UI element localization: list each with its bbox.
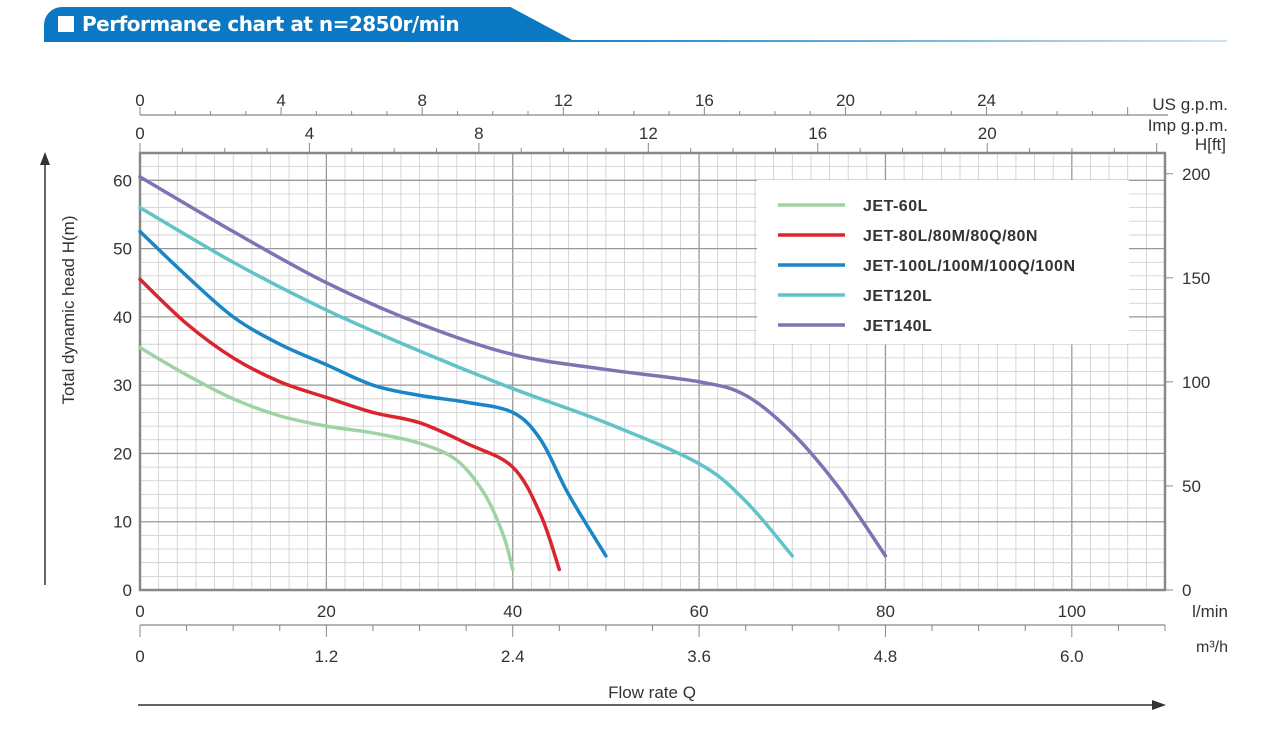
x-tick-label: 0 [135,602,144,621]
imp-gpm-tick-label: 8 [474,124,483,143]
m3h-tick-label: 4.8 [874,647,898,666]
us-gpm-tick-label: 4 [276,91,285,110]
x-unit-label: l/min [1192,602,1228,621]
ft-tick-label: 100 [1182,373,1210,392]
series-line-jet-100l-100m-100q-100n [138,229,608,558]
legend-label: JET-80L/80M/80Q/80N [863,228,1038,245]
header-rule [44,40,1227,42]
x-tick-label: 80 [876,602,895,621]
ft-tick-label: 0 [1182,581,1191,600]
m3h-tick-label: 2.4 [501,647,525,666]
arrow-right-icon [1152,700,1166,710]
us-gpm-tick-label: 0 [135,91,144,110]
series-line-jet-60l [138,345,515,572]
legend-label: JET-100L/100M/100Q/100N [863,258,1076,275]
us-gpm-tick-label: 8 [417,91,426,110]
arrow-up-icon [40,152,50,165]
legend-label: JET140L [863,318,932,335]
us-gpm-tick-label: 20 [836,91,855,110]
header-title: Performance chart at n=2850r/min [58,12,460,36]
ft-tick-label: 200 [1182,165,1210,184]
y-axis-label: Total dynamic head H(m) [59,216,78,405]
imp-gpm-tick-label: 20 [978,124,997,143]
series-line-jet-80l-80m-80q-80n [138,277,562,572]
y-tick-label: 60 [113,171,132,190]
x-tick-label: 20 [317,602,336,621]
us-gpm-tick-label: 12 [554,91,573,110]
us-gpm-unit-label: US g.p.m. [1152,95,1228,114]
series-line-jet140l [138,175,888,558]
imp-gpm-tick-label: 16 [808,124,827,143]
us-gpm-tick-label: 24 [977,91,996,110]
legend-box [757,180,1129,344]
m3h-unit-label: m³/h [1196,639,1228,656]
y-tick-label: 40 [113,308,132,327]
imp-gpm-tick-label: 12 [639,124,658,143]
square-icon [58,16,74,32]
series-line-jet120l [138,205,795,558]
x-tick-label: 100 [1058,602,1086,621]
y-tick-label: 20 [113,444,132,463]
y-tick-label: 50 [113,240,132,259]
y-tick-label: 10 [113,513,132,532]
m3h-tick-label: 6.0 [1060,647,1084,666]
imp-gpm-unit-label: Imp g.p.m. [1148,116,1228,135]
plot-frame [138,151,1167,592]
x-axis-label: Flow rate Q [608,683,696,702]
imp-gpm-tick-label: 0 [135,124,144,143]
legend-label: JET120L [863,288,932,305]
header-title-text: Performance chart at n=2850r/min [82,12,460,36]
m3h-tick-label: 0 [135,647,144,666]
ft-tick-label: 50 [1182,477,1201,496]
legend-label: JET-60L [863,198,928,215]
y-tick-label: 30 [113,376,132,395]
m3h-tick-label: 3.6 [687,647,711,666]
imp-gpm-tick-label: 4 [305,124,314,143]
m3h-tick-label: 1.2 [315,647,339,666]
us-gpm-tick-label: 16 [695,91,714,110]
y-tick-label: 0 [123,581,132,600]
x-tick-label: 60 [690,602,709,621]
ft-axis-label: H[ft] [1195,135,1226,154]
ft-tick-label: 150 [1182,269,1210,288]
header-banner [44,7,574,41]
x-tick-label: 40 [503,602,522,621]
